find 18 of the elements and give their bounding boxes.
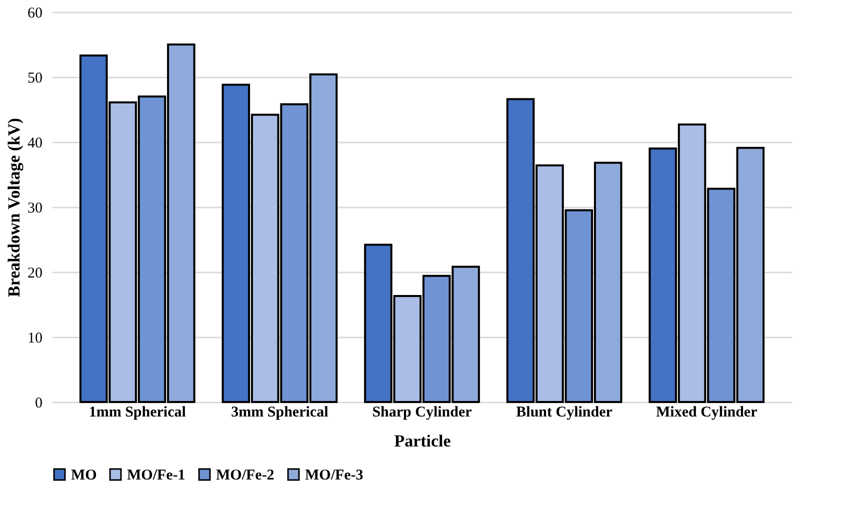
y-tick-label: 60 bbox=[28, 6, 42, 22]
y-tick-label: 0 bbox=[35, 396, 42, 412]
x-tick-label: 3mm Spherical bbox=[231, 404, 328, 420]
legend-label: MO/Fe-1 bbox=[127, 468, 186, 484]
y-tick-label: 40 bbox=[28, 136, 42, 152]
legend-label: MO/Fe-3 bbox=[305, 468, 364, 484]
x-tick-label: 1mm Spherical bbox=[88, 404, 186, 420]
legend-label: MO bbox=[71, 468, 97, 484]
legend-label: MO/Fe-2 bbox=[216, 468, 274, 484]
y-tick-label: 30 bbox=[28, 200, 42, 216]
y-tick-label: 50 bbox=[28, 70, 42, 86]
y-tick-label: 20 bbox=[28, 266, 42, 282]
x-axis-title: Particle bbox=[394, 432, 452, 450]
x-tick-label: Sharp Cylinder bbox=[372, 404, 472, 420]
x-tick-label: Blunt Cylinder bbox=[516, 404, 613, 420]
y-tick-label: 10 bbox=[28, 330, 42, 346]
y-axis-title: Breakdown Voltage (kV) bbox=[4, 118, 24, 298]
x-tick-label: Mixed Cylinder bbox=[656, 404, 758, 420]
